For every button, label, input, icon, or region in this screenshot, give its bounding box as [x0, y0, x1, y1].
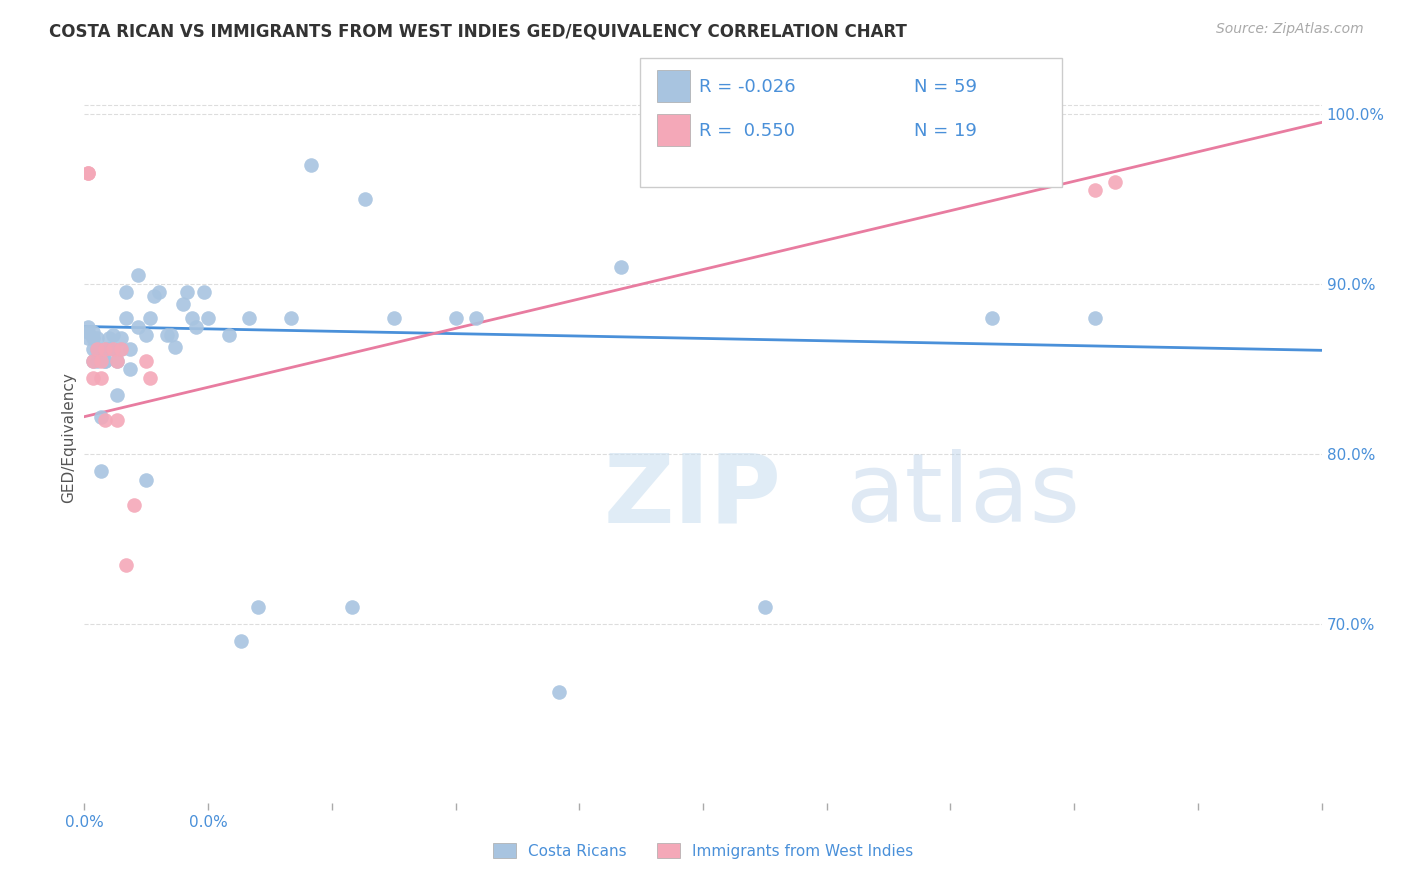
- Point: [197, 311, 219, 326]
- Point: [105, 413, 128, 427]
- Point: [609, 260, 631, 274]
- Point: [105, 387, 128, 401]
- Point: [86, 331, 108, 345]
- Point: [184, 319, 207, 334]
- Point: [135, 328, 157, 343]
- Y-axis label: GED/Equivalency: GED/Equivalency: [60, 372, 76, 502]
- Point: [176, 285, 198, 300]
- Point: [127, 319, 149, 334]
- Point: [77, 166, 100, 180]
- Text: R =  0.550: R = 0.550: [699, 122, 794, 140]
- Point: [114, 558, 136, 572]
- Point: [82, 353, 104, 368]
- Point: [82, 370, 104, 384]
- Point: [110, 342, 132, 356]
- Point: [1104, 175, 1126, 189]
- Point: [754, 600, 776, 615]
- Text: N = 19: N = 19: [914, 122, 977, 140]
- Point: [90, 370, 112, 384]
- Point: [444, 311, 467, 326]
- Point: [280, 311, 302, 326]
- Point: [94, 342, 117, 356]
- Point: [193, 285, 215, 300]
- Point: [1084, 311, 1107, 326]
- Point: [105, 353, 128, 368]
- Point: [246, 600, 269, 615]
- Point: [86, 342, 108, 356]
- Point: [90, 464, 112, 478]
- Point: [98, 331, 121, 345]
- Text: R = -0.026: R = -0.026: [699, 78, 796, 95]
- Point: [353, 192, 375, 206]
- Point: [77, 325, 100, 339]
- Text: N = 59: N = 59: [914, 78, 977, 95]
- Point: [122, 498, 145, 512]
- Point: [86, 342, 108, 356]
- Point: [82, 325, 104, 339]
- Point: [465, 311, 488, 326]
- Point: [229, 634, 252, 648]
- Point: [94, 353, 117, 368]
- Point: [82, 353, 104, 368]
- Point: [114, 311, 136, 326]
- Point: [148, 285, 170, 300]
- Point: [299, 158, 322, 172]
- Point: [156, 328, 179, 343]
- Point: [110, 342, 132, 356]
- Point: [143, 289, 166, 303]
- Point: [139, 370, 162, 384]
- Point: [103, 328, 125, 343]
- Point: [118, 362, 141, 376]
- Point: [94, 342, 117, 356]
- Point: [218, 328, 240, 343]
- Text: atlas: atlas: [845, 449, 1080, 542]
- Point: [94, 413, 117, 427]
- Point: [238, 311, 260, 326]
- Point: [1084, 183, 1107, 197]
- Point: [103, 342, 125, 356]
- Point: [135, 353, 157, 368]
- Point: [94, 353, 117, 368]
- Point: [172, 297, 194, 311]
- Point: [342, 600, 364, 615]
- Point: [77, 319, 100, 334]
- Point: [110, 331, 132, 345]
- Text: ZIP: ZIP: [605, 449, 782, 542]
- Point: [105, 353, 128, 368]
- Point: [77, 166, 100, 180]
- Point: [98, 342, 121, 356]
- Point: [114, 285, 136, 300]
- Point: [980, 311, 1002, 326]
- Legend: Costa Ricans, Immigrants from West Indies: Costa Ricans, Immigrants from West Indie…: [486, 837, 920, 864]
- Text: Source: ZipAtlas.com: Source: ZipAtlas.com: [1216, 22, 1364, 37]
- Point: [82, 342, 104, 356]
- Point: [118, 342, 141, 356]
- Point: [180, 311, 202, 326]
- Point: [135, 473, 157, 487]
- Point: [82, 331, 104, 345]
- Point: [103, 342, 125, 356]
- Point: [160, 328, 183, 343]
- Point: [382, 311, 405, 326]
- Point: [90, 409, 112, 424]
- Text: COSTA RICAN VS IMMIGRANTS FROM WEST INDIES GED/EQUIVALENCY CORRELATION CHART: COSTA RICAN VS IMMIGRANTS FROM WEST INDI…: [49, 22, 907, 40]
- Point: [86, 353, 108, 368]
- Point: [547, 685, 569, 699]
- Point: [139, 311, 162, 326]
- Point: [90, 353, 112, 368]
- Point: [127, 268, 149, 283]
- Point: [165, 340, 187, 354]
- Point: [77, 331, 100, 345]
